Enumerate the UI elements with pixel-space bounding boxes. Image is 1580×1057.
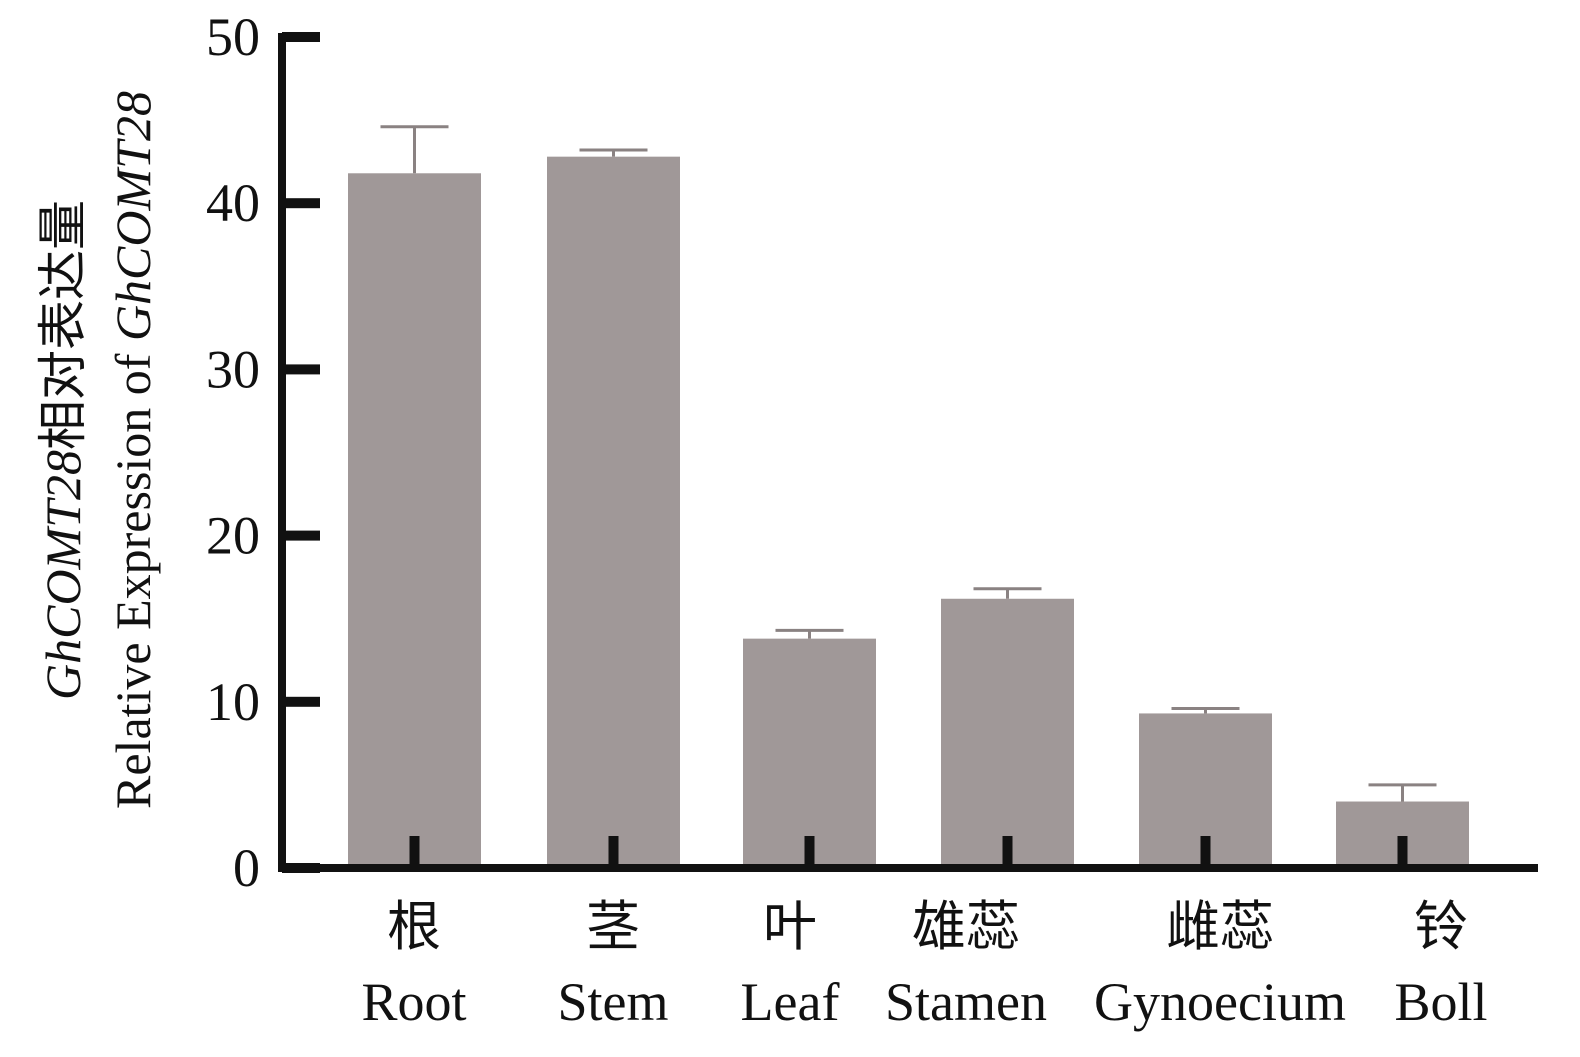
x-tick-boll	[1397, 836, 1408, 868]
x-tick-label: Boll	[1394, 972, 1487, 1032]
x-tick-stem	[608, 836, 619, 868]
x-tick-gynoecium	[1200, 836, 1211, 868]
x-tick-label: Leaf	[741, 972, 840, 1032]
x-tick-leaf	[804, 836, 815, 868]
y-tick-label: 0	[233, 838, 260, 898]
x-axis-line	[278, 864, 1538, 872]
x-tick-label-cn: 雄蕊	[912, 897, 1020, 957]
y-tick-label: 40	[206, 173, 260, 233]
y-tick-label: 10	[206, 672, 260, 732]
x-tick-label-cn: 雌蕊	[1166, 897, 1274, 957]
y-tick-label: 20	[206, 506, 260, 566]
y-tick	[282, 32, 320, 42]
y-tick-label: 30	[206, 339, 260, 399]
x-tick-label-cn: 茎	[586, 897, 640, 957]
x-tick-label: Stamen	[885, 972, 1047, 1032]
y-axis-title: GhCOMT28相对表达量 Relative Expression of GhC…	[35, 91, 161, 809]
bar-stem	[547, 156, 680, 868]
bars-group	[348, 125, 1469, 868]
x-tick-label-cn: 根	[387, 897, 441, 957]
y-tick	[282, 696, 320, 707]
y-tick	[282, 863, 320, 873]
bar-root	[348, 173, 481, 868]
bar-stamen	[941, 598, 1074, 868]
labels-group: 根 Root 茎 Stem 叶 Leaf 雄蕊 Stamen 雌蕊 Gynoecium 铃 Boll 0…	[206, 7, 1488, 1032]
y-tick	[282, 364, 320, 375]
y-axis-line	[278, 33, 286, 872]
y-axis-title-en: Relative Expression of GhCOMT28	[105, 91, 161, 809]
y-tick-label: 50	[206, 7, 260, 67]
bar-leaf	[743, 638, 876, 868]
x-tick-label-cn: 叶	[763, 897, 817, 957]
x-tick-label: Stem	[557, 972, 668, 1032]
x-tick-stamen	[1002, 836, 1013, 868]
axes-group	[278, 32, 1538, 873]
y-axis-title-gene: GhCOMT28	[105, 91, 161, 341]
x-tick-root	[409, 836, 420, 868]
x-tick-label: Root	[361, 972, 466, 1032]
y-tick	[282, 198, 320, 209]
x-tick-label: Gynoecium	[1094, 972, 1346, 1032]
y-tick	[282, 530, 320, 541]
y-axis-title-cn: GhCOMT28相对表达量	[35, 200, 91, 700]
x-tick-label-cn: 铃	[1414, 897, 1468, 957]
